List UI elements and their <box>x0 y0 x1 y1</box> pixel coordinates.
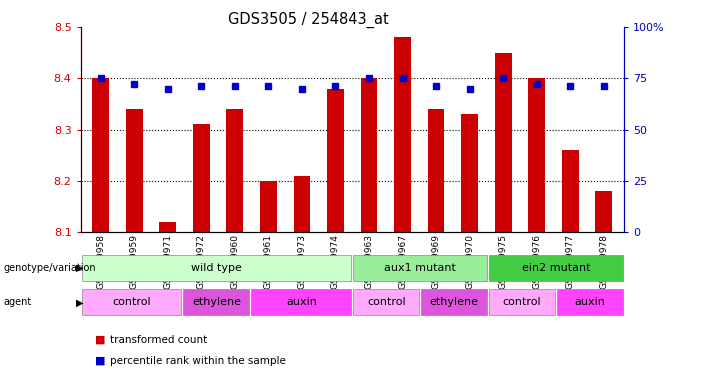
Bar <box>461 114 478 232</box>
Text: control: control <box>503 297 541 308</box>
Bar <box>226 109 243 232</box>
Text: ethylene: ethylene <box>192 297 241 308</box>
Text: GDS3505 / 254843_at: GDS3505 / 254843_at <box>229 12 389 28</box>
Text: ■: ■ <box>95 335 105 345</box>
Text: auxin: auxin <box>286 297 317 308</box>
Bar <box>93 78 109 232</box>
Text: auxin: auxin <box>575 297 606 308</box>
Bar <box>193 124 210 232</box>
Text: ethylene: ethylene <box>430 297 479 308</box>
Bar <box>81 290 182 315</box>
Bar <box>159 222 176 232</box>
Bar <box>421 290 487 315</box>
Bar <box>353 290 419 315</box>
Text: wild type: wild type <box>191 263 242 273</box>
Bar <box>184 290 250 315</box>
Bar <box>428 109 444 232</box>
Text: ▶: ▶ <box>76 263 83 273</box>
Text: transformed count: transformed count <box>110 335 207 345</box>
Bar <box>394 37 411 232</box>
Bar <box>595 191 612 232</box>
Text: agent: agent <box>4 297 32 308</box>
Text: percentile rank within the sample: percentile rank within the sample <box>110 356 286 366</box>
Bar <box>81 255 351 281</box>
Bar <box>353 255 487 281</box>
Bar <box>294 176 311 232</box>
Text: ■: ■ <box>95 356 105 366</box>
Bar <box>327 88 344 232</box>
Bar <box>529 78 545 232</box>
Bar <box>126 109 143 232</box>
Bar <box>489 290 555 315</box>
Bar <box>489 255 623 281</box>
Bar <box>260 181 277 232</box>
Text: ▶: ▶ <box>76 297 83 308</box>
Text: ein2 mutant: ein2 mutant <box>522 263 590 273</box>
Text: control: control <box>112 297 151 308</box>
Text: control: control <box>367 297 405 308</box>
Bar <box>360 78 377 232</box>
Bar <box>495 53 512 232</box>
Bar <box>557 290 623 315</box>
Text: genotype/variation: genotype/variation <box>4 263 96 273</box>
Bar <box>252 290 351 315</box>
Bar <box>562 150 578 232</box>
Text: aux1 mutant: aux1 mutant <box>384 263 456 273</box>
